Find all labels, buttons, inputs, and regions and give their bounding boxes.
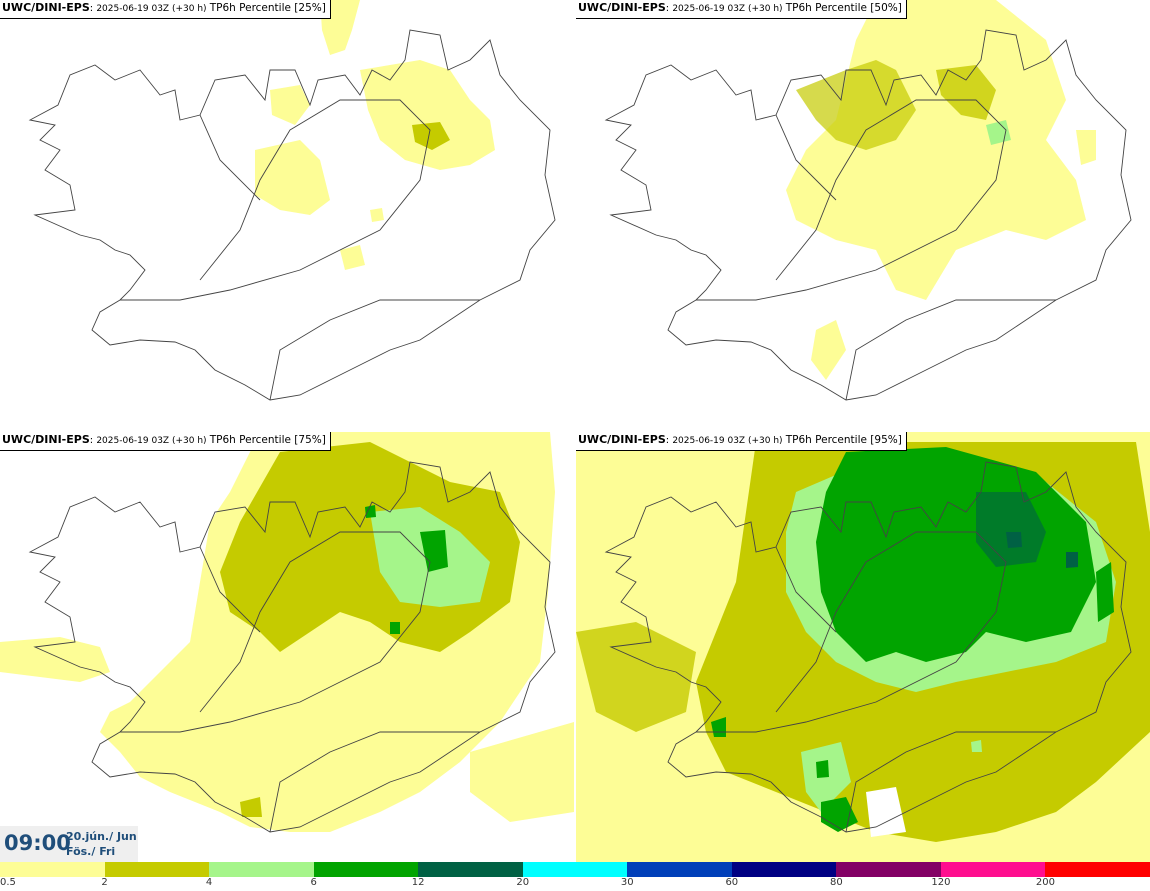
valid-weekday: Fös./ Fri xyxy=(66,845,116,858)
precip-fill xyxy=(255,0,495,270)
colorbar-tick-label: 80 xyxy=(829,877,843,888)
field-label: TP6h Percentile [50%] xyxy=(785,2,902,14)
colorbar-tick-label: 4 xyxy=(205,877,213,888)
valid-time-box: 09:00 20.jún./ Jun Fös./ Fri xyxy=(0,826,138,862)
field-label: TP6h Percentile [25%] xyxy=(209,2,326,14)
colorbar-ticks: 0.5 2 4 6 12 20 30 60 80 120 200 xyxy=(0,877,1150,891)
run-info: 2025-06-19 03Z (+30 h) xyxy=(96,436,207,446)
run-info: 2025-06-19 03Z (+30 h) xyxy=(672,436,783,446)
colorbar-segment xyxy=(940,862,1046,877)
colorbar-segment xyxy=(104,862,210,877)
colorbar-tick-label: 0.5 xyxy=(0,877,16,888)
precip-map-p50 xyxy=(604,0,1132,401)
panel-header: UWC/DINI-EPS: 2025-06-19 03Z (+30 h) TP6… xyxy=(0,432,331,451)
panel-header: UWC/DINI-EPS: 2025-06-19 03Z (+30 h) TP6… xyxy=(0,0,331,19)
precip-fill xyxy=(576,432,1150,862)
run-info: 2025-06-19 03Z (+30 h) xyxy=(672,4,783,14)
colorbar-segment xyxy=(731,862,837,877)
precip-fill xyxy=(0,432,574,832)
model-name: UWC/DINI-EPS xyxy=(2,433,90,446)
map-panel-p50: UWC/DINI-EPS: 2025-06-19 03Z (+30 h) TP6… xyxy=(576,0,1150,430)
colorbar-tick-label: 30 xyxy=(620,877,634,888)
colorbar-segment xyxy=(1045,862,1150,877)
coastline xyxy=(604,29,1132,401)
map-panel-p25: UWC/DINI-EPS: 2025-06-19 03Z (+30 h) TP6… xyxy=(0,0,574,430)
colorbar-tick-label: 200 xyxy=(1035,877,1055,888)
colorbar-tick-label: 20 xyxy=(516,877,530,888)
panel-header: UWC/DINI-EPS: 2025-06-19 03Z (+30 h) TP6… xyxy=(576,0,907,19)
colorbar-segment xyxy=(0,862,105,877)
model-name: UWC/DINI-EPS xyxy=(578,433,666,446)
colorbar-segment xyxy=(627,862,732,877)
precip-map-p95 xyxy=(576,432,1150,862)
colorbar-tick-label: 6 xyxy=(310,877,317,888)
colorbar-tick-label: 60 xyxy=(725,877,739,888)
valid-date: 20.jún./ Jun xyxy=(66,830,137,843)
precip-fill xyxy=(786,0,1096,380)
colorbar-tick-label: 120 xyxy=(931,877,951,888)
run-info: 2025-06-19 03Z (+30 h) xyxy=(96,4,207,14)
colorbar-tick-label: 12 xyxy=(411,877,425,888)
model-name: UWC/DINI-EPS xyxy=(2,1,90,14)
colorbar-segment xyxy=(313,862,419,877)
colorbar-tick-label: 2 xyxy=(101,877,108,888)
colorbar-segment xyxy=(418,862,523,877)
colorbar-segment xyxy=(209,862,314,877)
valid-time: 09:00 xyxy=(4,831,71,855)
model-name: UWC/DINI-EPS xyxy=(578,1,666,14)
coastline xyxy=(604,461,1132,833)
panel-header: UWC/DINI-EPS: 2025-06-19 03Z (+30 h) TP6… xyxy=(576,432,907,451)
precip-map-p25 xyxy=(28,0,556,401)
colorbar xyxy=(0,862,1150,877)
coastline xyxy=(28,29,556,401)
precip-map-p75 xyxy=(0,432,574,833)
coastline xyxy=(28,461,556,833)
map-panel-p75: UWC/DINI-EPS: 2025-06-19 03Z (+30 h) TP6… xyxy=(0,432,574,862)
colorbar-segment xyxy=(836,862,941,877)
colorbar-segment xyxy=(522,862,628,877)
field-label: TP6h Percentile [75%] xyxy=(209,434,326,446)
field-label: TP6h Percentile [95%] xyxy=(785,434,902,446)
panel-divider-horizontal xyxy=(0,430,1150,432)
map-panel-p95: UWC/DINI-EPS: 2025-06-19 03Z (+30 h) TP6… xyxy=(576,432,1150,862)
